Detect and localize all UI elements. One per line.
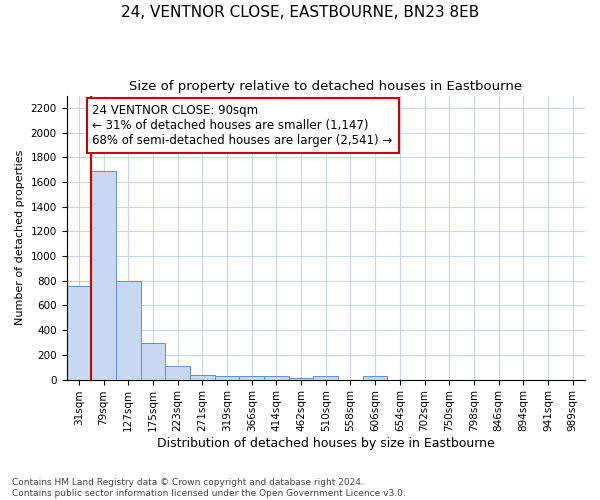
- Bar: [116, 281, 140, 380]
- Bar: [91, 171, 116, 380]
- Bar: [289, 378, 313, 380]
- Bar: [165, 366, 190, 380]
- Bar: [67, 286, 91, 380]
- Bar: [239, 376, 264, 380]
- Y-axis label: Number of detached properties: Number of detached properties: [15, 150, 25, 326]
- Bar: [363, 376, 388, 380]
- X-axis label: Distribution of detached houses by size in Eastbourne: Distribution of detached houses by size …: [157, 437, 494, 450]
- Bar: [215, 376, 239, 380]
- Title: Size of property relative to detached houses in Eastbourne: Size of property relative to detached ho…: [129, 80, 523, 93]
- Bar: [264, 376, 289, 380]
- Text: 24, VENTNOR CLOSE, EASTBOURNE, BN23 8EB: 24, VENTNOR CLOSE, EASTBOURNE, BN23 8EB: [121, 5, 479, 20]
- Bar: [190, 374, 215, 380]
- Text: Contains HM Land Registry data © Crown copyright and database right 2024.
Contai: Contains HM Land Registry data © Crown c…: [12, 478, 406, 498]
- Text: 24 VENTNOR CLOSE: 90sqm
← 31% of detached houses are smaller (1,147)
68% of semi: 24 VENTNOR CLOSE: 90sqm ← 31% of detache…: [92, 104, 393, 147]
- Bar: [313, 376, 338, 380]
- Bar: [140, 342, 165, 380]
